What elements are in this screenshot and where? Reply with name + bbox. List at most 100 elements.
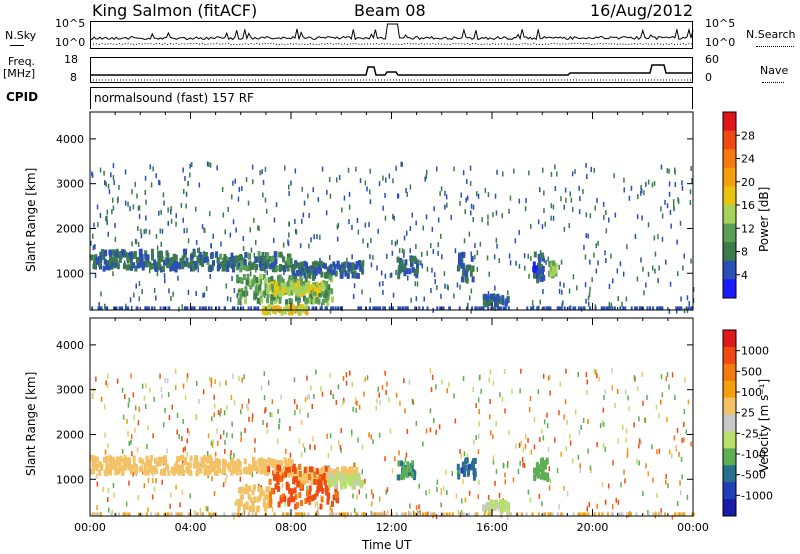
- power-region-4-cell: [304, 282, 308, 289]
- power-scatter-point: [406, 191, 408, 197]
- power-scatter-point: [587, 295, 590, 301]
- power-region-0-cell: [173, 260, 176, 267]
- velocity-region-1-cell: [267, 457, 271, 464]
- power-region-4-cell: [273, 290, 277, 297]
- power-scatter-point: [544, 221, 546, 227]
- velocity-region-1-cell: [261, 458, 265, 465]
- velocity-scatter-point: [365, 493, 368, 499]
- power-scatter-point: [187, 238, 190, 244]
- power-region-2-cell: [353, 264, 357, 271]
- power-scatter-point: [623, 177, 625, 183]
- power-region-8-cell: [491, 293, 494, 300]
- velocity-scatter-point: [210, 440, 213, 446]
- power-region-3-cell: [257, 280, 261, 287]
- velocity-region-3-cell: [267, 497, 270, 504]
- velocity-scatter-point: [143, 483, 146, 489]
- power-scatter-point: [198, 247, 201, 253]
- velocity-scatter-point: [358, 489, 360, 495]
- power-scatter-point: [138, 296, 140, 302]
- velocity-scatter-point: [231, 433, 233, 439]
- velocity-region-3-cell: [259, 487, 263, 494]
- power-scatter-point: [328, 177, 331, 182]
- velocity-ground-point: [350, 512, 352, 517]
- velocity-scatter-point: [361, 469, 363, 475]
- power-ground-point: [205, 306, 208, 311]
- power-region-2-cell: [326, 266, 330, 273]
- velocity-region-6-cell: [406, 461, 410, 468]
- velocity-scatter-point: [277, 409, 279, 414]
- velocity-scatter-point: [626, 447, 629, 453]
- velocity-region-1-cell: [287, 458, 291, 464]
- power-scatter-point: [622, 271, 625, 277]
- power-region-3-cell: [325, 280, 329, 287]
- velocity-region-5-cell: [327, 476, 331, 483]
- velocity-ground-point: [342, 512, 345, 517]
- power-region-0-cell: [104, 250, 107, 257]
- power-ground-point: [558, 306, 561, 311]
- nsky-label: N.Sky: [5, 29, 37, 42]
- power-region-4-cell: [303, 286, 306, 293]
- velocity-region-0-cell: [160, 456, 163, 463]
- velocity-scatter-point: [239, 476, 242, 482]
- velocity-region-1-cell: [278, 459, 282, 466]
- velocity-ground-point: [626, 512, 628, 517]
- velocity-scatter-point: [478, 433, 480, 439]
- velocity-region-0-cell: [105, 455, 108, 462]
- velocity-scatter-point: [686, 494, 689, 500]
- velocity-scatter-point: [329, 433, 332, 439]
- power-region-2-cell: [341, 267, 345, 274]
- power-scatter-point: [495, 237, 498, 243]
- power-scatter-point: [92, 245, 95, 251]
- velocity-region-0-cell: [127, 457, 131, 464]
- power-region-0-cell: [105, 262, 109, 269]
- velocity-scatter-point: [515, 443, 517, 449]
- velocity-scatter-point: [311, 404, 313, 409]
- power-ground-point: [233, 306, 236, 311]
- power-ground-point: [397, 306, 400, 311]
- power-region-0-cell: [112, 262, 116, 269]
- power-scatter-point: [114, 223, 116, 228]
- power-scatter-point: [450, 214, 452, 220]
- power-region-0-cell: [93, 254, 97, 261]
- power-ground-point: [547, 306, 550, 311]
- power-region-2-cell: [315, 267, 319, 274]
- power-ground-point: [439, 306, 442, 311]
- velocity-region-3-cell: [262, 501, 266, 508]
- power-region-2-cell: [293, 263, 297, 270]
- velocity-region-1-cell: [260, 462, 264, 469]
- power-scatter-point: [578, 185, 580, 191]
- power-region-1-cell: [239, 266, 243, 273]
- power-region-5-cell: [305, 304, 309, 311]
- power-scatter-point: [396, 239, 398, 245]
- power-scatter-point: [283, 278, 285, 284]
- power-scatter-point: [527, 253, 529, 259]
- power-scatter-point: [610, 302, 613, 308]
- power-region-3-cell: [270, 294, 274, 300]
- power-region-4-cell: [310, 288, 314, 295]
- velocity-region-2-cell: [347, 467, 351, 474]
- power-scatter-point: [590, 167, 592, 172]
- velocity-scatter-point: [176, 429, 178, 435]
- velocity-scatter-point: [184, 446, 186, 452]
- power-region-0-cell: [108, 260, 111, 266]
- power-region-10-cell: [552, 260, 556, 267]
- velocity-colorbar-tick-label: 1000: [741, 345, 769, 358]
- velocity-region-1-cell: [259, 457, 263, 464]
- power-region-3-cell: [244, 291, 247, 298]
- power-region-4-cell: [276, 286, 280, 293]
- power-scatter-point: [262, 179, 265, 185]
- velocity-ground-point: [395, 512, 398, 517]
- velocity-scatter-point: [219, 381, 221, 387]
- power-scatter-point: [370, 262, 373, 268]
- power-ground-point: [624, 306, 627, 311]
- power-scatter-point: [183, 228, 185, 234]
- power-scatter-point: [382, 205, 384, 211]
- power-scatter-point: [329, 255, 331, 261]
- power-region-3-cell: [285, 299, 289, 306]
- power-scatter-point: [189, 172, 191, 178]
- power-scatter-point: [131, 306, 133, 311]
- velocity-region-0-cell: [148, 466, 152, 473]
- power-region-2-cell: [343, 266, 347, 272]
- velocity-ground-point: [487, 512, 490, 517]
- power-scatter-point: [674, 169, 676, 175]
